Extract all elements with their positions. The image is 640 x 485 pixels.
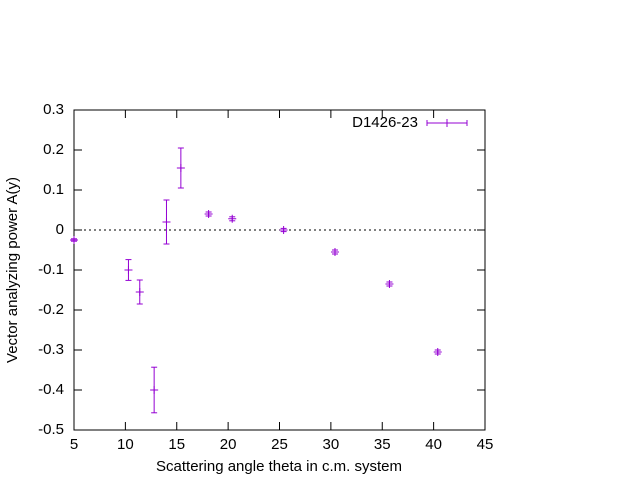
point	[204, 210, 213, 218]
y-axis-label: Vector analyzing power A(y)	[4, 177, 21, 363]
y-tick-label: 0.3	[43, 101, 64, 118]
y-tick-label: -0.5	[38, 421, 64, 438]
y-tick-label: 0.2	[43, 141, 64, 158]
y-tick-label: -0.2	[38, 301, 64, 318]
point	[70, 236, 78, 244]
x-tick-label: 20	[220, 436, 237, 453]
point	[385, 280, 394, 288]
x-tick-label: 45	[477, 436, 494, 453]
x-tick-label: 15	[168, 436, 185, 453]
point	[433, 348, 442, 356]
y-tick-label: -0.3	[38, 341, 64, 358]
point	[330, 248, 339, 256]
y-tick-label: 0.1	[43, 181, 64, 198]
x-tick-label: 35	[374, 436, 391, 453]
x-axis-label: Scattering angle theta in c.m. system	[156, 458, 402, 475]
x-tick-label: 40	[425, 436, 442, 453]
point	[135, 288, 144, 296]
plot-frame	[73, 109, 486, 431]
point	[162, 218, 171, 226]
x-tick-label: 5	[70, 436, 78, 453]
point	[279, 226, 288, 234]
y-tick-label: -0.4	[38, 381, 64, 398]
point	[176, 164, 185, 172]
legend-symbol	[426, 119, 468, 127]
x-tick-label: 10	[117, 436, 134, 453]
y-tick-label: -0.1	[38, 261, 64, 278]
legend-label: D1426-23	[352, 114, 418, 131]
point	[124, 266, 133, 274]
point	[150, 386, 159, 394]
y-tick-label: 0	[56, 221, 64, 238]
point	[228, 214, 237, 223]
x-tick-label: 30	[323, 436, 340, 453]
x-tick-label: 25	[271, 436, 288, 453]
